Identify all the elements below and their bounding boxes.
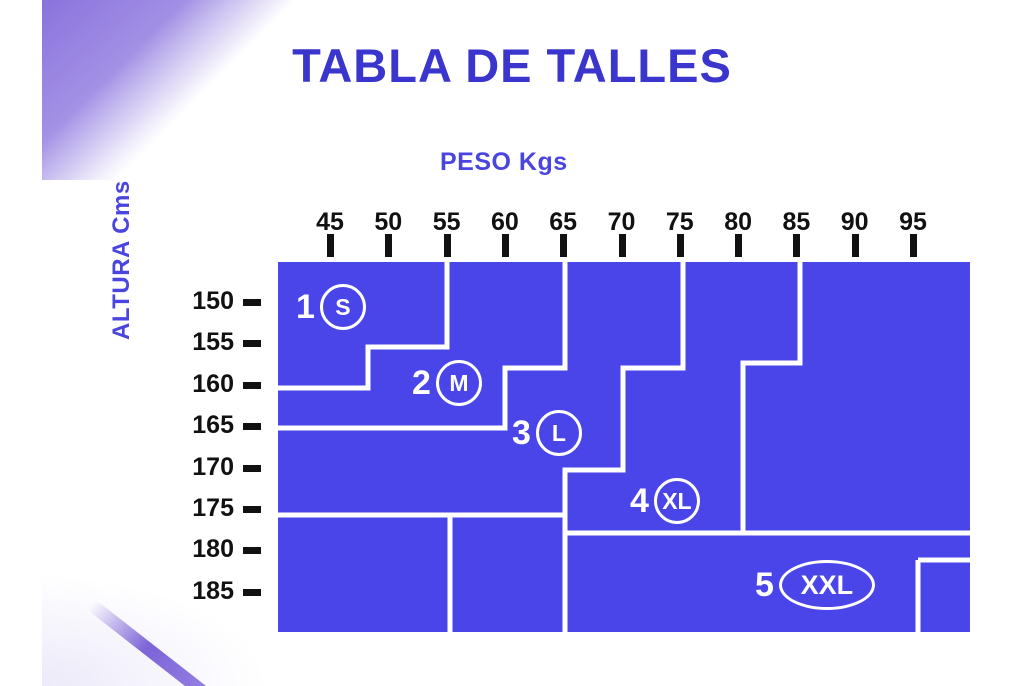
region-2-boundary: [273, 257, 568, 431]
x-tick-label: 75: [665, 208, 694, 236]
x-tick-mark: [385, 234, 393, 257]
x-tick-mark: [910, 234, 917, 257]
x-tick-label: 60: [490, 208, 519, 236]
region-number: 1: [296, 288, 315, 326]
x-tick-label: 70: [607, 208, 636, 236]
size-badge-xl: XL: [653, 478, 700, 524]
x-tick-mark: [327, 234, 334, 257]
x-tick-mark: [676, 234, 684, 257]
page-title: TABLA DE TALLES: [292, 39, 732, 92]
y-tick-label: 155: [192, 328, 234, 357]
x-tick-mark: [501, 234, 509, 257]
x-tick-label: 50: [374, 208, 403, 236]
region-number: 2: [412, 364, 431, 402]
region-4-boundary: [565, 257, 803, 536]
region-1-boundary: [273, 257, 450, 391]
y-tick-label: 170: [192, 452, 234, 481]
x-tick-mark: [851, 234, 859, 257]
region-label-xxl: 5 XXL: [755, 560, 875, 610]
y-tick-mark: [243, 547, 261, 555]
x-tick-label: 65: [549, 208, 578, 236]
y-tick-label: 185: [192, 576, 234, 605]
y-axis-title: ALTURA Cms: [108, 180, 135, 340]
plot-frame: [273, 257, 975, 637]
decor-top-left-fade: [0, 0, 420, 240]
x-tick-mark: [793, 234, 801, 257]
y-tick-label: 165: [192, 411, 234, 440]
region-number: 5: [755, 566, 774, 604]
x-tick-mark: [443, 234, 451, 257]
decor-bottom-left-haze: [0, 560, 300, 686]
x-tick-label: 95: [899, 208, 927, 236]
y-tick-label: 180: [192, 535, 234, 564]
region-label-xl: 4 XL: [630, 478, 700, 524]
bottom-right-box: [915, 557, 975, 637]
x-tick-mark: [560, 234, 568, 257]
y-tick-mark: [243, 340, 261, 348]
x-tick-mark: [618, 234, 626, 257]
size-badge-xxl: XXL: [778, 560, 875, 610]
region-number: 4: [630, 482, 649, 520]
y-tick-mark: [243, 299, 261, 306]
y-tick-mark: [243, 381, 261, 389]
x-tick-label: 85: [782, 208, 811, 236]
x-axis-title: PESO Kgs: [440, 148, 568, 176]
size-badge-m: M: [435, 360, 482, 406]
x-tick-label: 90: [840, 208, 869, 236]
y-tick-label: 160: [192, 369, 234, 398]
y-tick-mark: [243, 506, 261, 513]
x-tick-label: 45: [316, 208, 344, 236]
x-tick-label: 55: [432, 208, 461, 236]
size-badge-s: S: [319, 284, 366, 330]
y-tick-label: 150: [192, 287, 234, 315]
size-badge-l: L: [535, 410, 582, 456]
y-tick-mark: [243, 588, 261, 596]
decor-left-margin-strip: [0, 0, 42, 686]
region-number: 3: [512, 414, 531, 452]
x-tick-label: 80: [724, 208, 752, 236]
y-tick-mark: [243, 423, 261, 431]
y-tick-mark: [243, 464, 261, 472]
y-tick-label: 175: [192, 494, 234, 522]
x-tick-mark: [735, 234, 743, 257]
